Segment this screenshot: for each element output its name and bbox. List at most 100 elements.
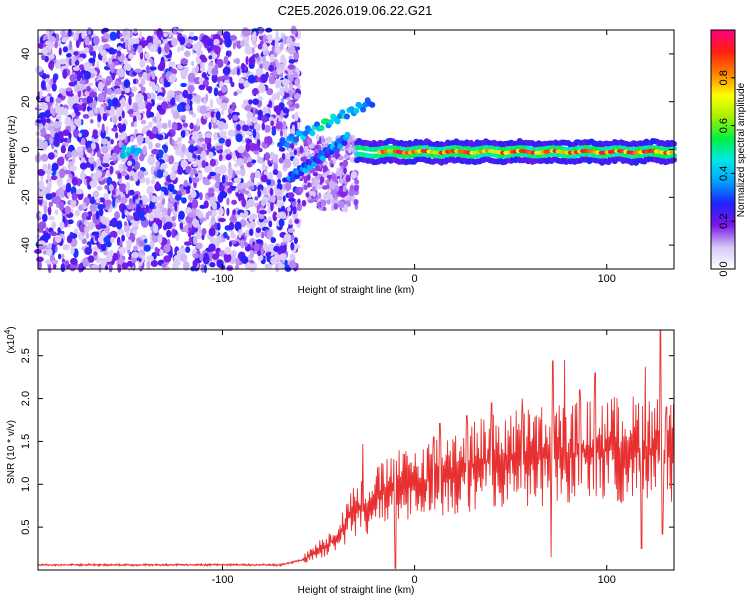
spectrogram-cell bbox=[252, 98, 260, 106]
spectrogram-cell bbox=[227, 129, 236, 137]
spectrogram-cell bbox=[197, 224, 202, 232]
spectrogram-cell bbox=[126, 215, 134, 221]
spectrogram-cell bbox=[102, 258, 107, 267]
spectrogram-cell bbox=[187, 231, 192, 238]
spectrogram-cell bbox=[252, 143, 261, 151]
spectrogram-cell bbox=[208, 151, 214, 159]
spectrogram-cell bbox=[155, 181, 160, 191]
spectrogram-cell bbox=[149, 57, 153, 64]
spectrogram-cell bbox=[362, 101, 369, 108]
spectrogram-cell bbox=[252, 128, 257, 139]
spectrogram-cell bbox=[337, 143, 344, 149]
spectrogram-cell bbox=[298, 186, 304, 193]
spectrogram-cell bbox=[108, 184, 114, 192]
spectrogram-cell bbox=[94, 107, 99, 114]
spectrogram-cell bbox=[281, 177, 288, 183]
spectrogram-cell bbox=[294, 78, 300, 86]
spectrogram-cell bbox=[160, 162, 168, 170]
spectrogram-cell bbox=[107, 57, 112, 65]
spectrogram-cell bbox=[125, 63, 132, 71]
spectrogram-cell bbox=[117, 263, 122, 273]
spectrogram-cell bbox=[71, 192, 78, 201]
spectrogram-cell bbox=[354, 199, 358, 206]
spectrogram-cell bbox=[276, 73, 280, 80]
spectrogram-cell bbox=[191, 177, 200, 184]
spectrogram-cell bbox=[111, 189, 116, 196]
spectrogram-cell bbox=[115, 106, 123, 117]
spectrogram-cell bbox=[122, 28, 128, 37]
spectrogram-cell bbox=[275, 91, 281, 101]
spectrogram-cell bbox=[250, 172, 255, 181]
spectrogram-cell bbox=[275, 121, 283, 130]
spectrogram-cell bbox=[131, 102, 140, 112]
spectrogram-cell bbox=[256, 156, 264, 164]
spectrogram-cell bbox=[96, 185, 103, 191]
spectrogram-cell bbox=[91, 231, 100, 236]
spectrogram-cell bbox=[267, 33, 273, 44]
spectrogram-cell bbox=[116, 228, 125, 235]
spectrogram-cell bbox=[179, 36, 186, 45]
spectrogram-cell bbox=[100, 49, 108, 57]
spectrogram-cell bbox=[163, 244, 171, 253]
spectrogram-cell bbox=[243, 241, 248, 247]
spectrogram-cell bbox=[181, 114, 187, 121]
spectrogram-cell bbox=[64, 260, 70, 267]
spectrogram-cell bbox=[207, 174, 212, 180]
spectrogram-cell bbox=[201, 227, 207, 236]
colorbar-tick-label: 0.6 bbox=[718, 118, 730, 133]
spectrogram-cell bbox=[62, 69, 68, 79]
spectrogram-cell bbox=[111, 152, 118, 161]
spectrogram-cell bbox=[183, 179, 189, 187]
spectrogram-cell bbox=[87, 44, 94, 54]
spectrogram-cell bbox=[288, 260, 297, 269]
spectrogram-cell bbox=[257, 109, 263, 117]
spectrogram-cell bbox=[123, 79, 131, 88]
spectrogram-ytick-label: 40 bbox=[20, 48, 32, 60]
spectrogram-cell bbox=[101, 144, 109, 155]
spectrogram-cell bbox=[328, 149, 335, 156]
spectrogram-cell bbox=[302, 130, 309, 137]
spectrogram-cell bbox=[152, 125, 159, 135]
spectrogram-cell bbox=[117, 50, 122, 57]
spectrogram-cell bbox=[93, 35, 100, 46]
spectrogram-cell bbox=[162, 170, 169, 177]
spectrogram-cell bbox=[120, 196, 128, 204]
spectrogram-cell bbox=[260, 231, 265, 239]
spectrogram-cell bbox=[171, 121, 178, 132]
spectrogram-cell bbox=[162, 122, 168, 129]
colorbar-gradient bbox=[711, 30, 735, 269]
spectrogram-cell bbox=[109, 230, 118, 239]
colorbar-tick-label: 0.4 bbox=[718, 166, 730, 181]
spectrogram-cell bbox=[275, 107, 281, 116]
snr-ytick-label: 2.0 bbox=[20, 391, 32, 406]
spectrogram-cell bbox=[119, 183, 127, 193]
spectrogram-xtick-label: 100 bbox=[598, 273, 616, 285]
spectrogram-cell bbox=[170, 97, 176, 106]
spectrogram-cell bbox=[90, 142, 96, 150]
spectrogram-cell bbox=[268, 64, 275, 72]
spectrogram-cell bbox=[128, 95, 132, 106]
spectrogram-cell bbox=[247, 192, 252, 199]
spectrogram-cell bbox=[212, 116, 217, 124]
spectrogram-cell bbox=[133, 172, 139, 182]
spectrogram-cell bbox=[176, 46, 181, 53]
spectrogram-cell bbox=[69, 232, 74, 237]
spectrogram-cell bbox=[296, 121, 301, 130]
spectrogram-cell bbox=[155, 134, 164, 140]
spectrogram-cell bbox=[134, 68, 142, 73]
spectrogram-cell bbox=[249, 221, 256, 229]
spectrogram-cell bbox=[180, 130, 186, 138]
spectrogram-cell bbox=[140, 78, 146, 86]
spectrogram-cell bbox=[131, 86, 138, 93]
spectrogram-cell bbox=[175, 233, 180, 242]
spectrogram-cell bbox=[62, 243, 70, 251]
spectrogram-cell bbox=[238, 228, 242, 239]
spectrogram-cell bbox=[121, 262, 129, 270]
spectrogram-cell bbox=[93, 251, 98, 256]
spectrogram-cell bbox=[205, 194, 209, 200]
spectrogram-cell bbox=[306, 164, 313, 171]
spectrogram-cell bbox=[84, 47, 90, 53]
spectrogram-cell bbox=[162, 224, 168, 231]
spectrogram-cell bbox=[51, 83, 57, 92]
spectrogram-cell bbox=[161, 216, 167, 224]
